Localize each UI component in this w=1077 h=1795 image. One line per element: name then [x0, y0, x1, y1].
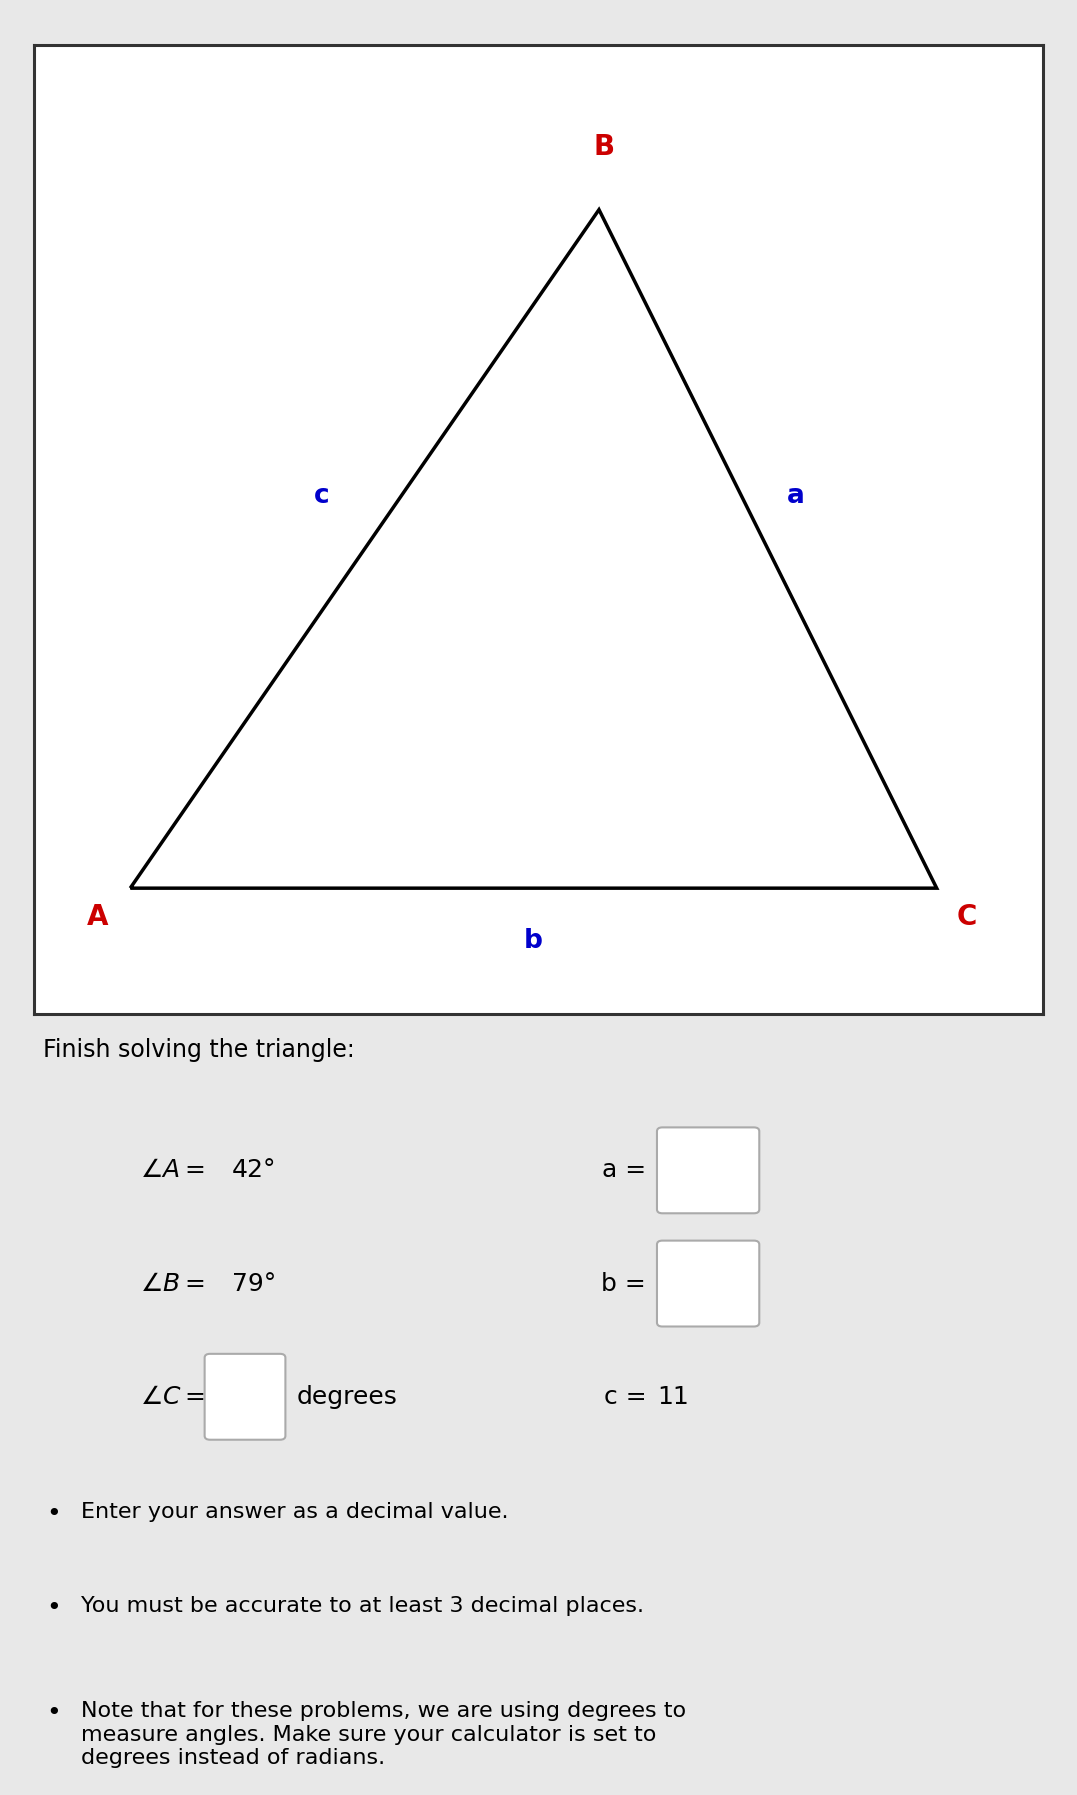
Text: •: • [46, 1502, 61, 1526]
Text: Note that for these problems, we are using degrees to
measure angles. Make sure : Note that for these problems, we are usi… [81, 1702, 686, 1768]
Text: 11: 11 [657, 1384, 688, 1409]
Text: •: • [46, 1596, 61, 1619]
FancyBboxPatch shape [205, 1353, 285, 1440]
Text: •: • [46, 1702, 61, 1725]
Text: A: A [87, 903, 109, 932]
Text: c =: c = [603, 1384, 646, 1409]
Text: 42°: 42° [232, 1158, 276, 1183]
Text: $\angle A =$: $\angle A =$ [140, 1158, 205, 1183]
Text: a =: a = [602, 1158, 646, 1183]
Text: a: a [786, 483, 805, 508]
Text: $\angle C =$: $\angle C =$ [140, 1384, 205, 1409]
Text: B: B [593, 133, 615, 160]
FancyBboxPatch shape [657, 1240, 759, 1327]
Text: You must be accurate to at least 3 decimal places.: You must be accurate to at least 3 decim… [81, 1596, 644, 1616]
Text: c: c [314, 483, 330, 508]
FancyBboxPatch shape [657, 1127, 759, 1213]
Text: C: C [956, 903, 977, 932]
Text: b =: b = [601, 1271, 646, 1296]
Text: 79°: 79° [232, 1271, 276, 1296]
Text: Enter your answer as a decimal value.: Enter your answer as a decimal value. [81, 1502, 508, 1522]
Text: Finish solving the triangle:: Finish solving the triangle: [43, 1038, 354, 1061]
Text: b: b [524, 928, 543, 955]
Text: degrees: degrees [296, 1384, 397, 1409]
Text: $\angle B =$: $\angle B =$ [140, 1271, 205, 1296]
